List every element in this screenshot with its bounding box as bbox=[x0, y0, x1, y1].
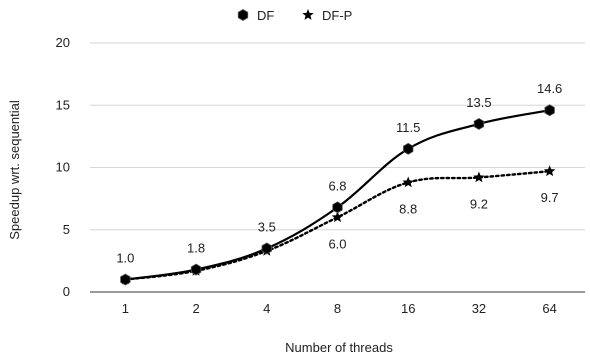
data-point-df bbox=[190, 263, 202, 276]
legend-item-df-p: DF-P bbox=[302, 8, 352, 23]
data-label-df: 14.6 bbox=[537, 81, 562, 96]
x-tick-label: 32 bbox=[472, 301, 486, 316]
x-axis-title: Number of threads bbox=[285, 340, 393, 355]
data-point-df-p bbox=[543, 165, 556, 177]
legend-hexagon-icon bbox=[237, 9, 249, 21]
gridlines bbox=[90, 42, 585, 231]
series-df bbox=[120, 104, 555, 286]
legend-label-df-p: DF-P bbox=[322, 8, 352, 23]
x-tick-label: 1 bbox=[122, 301, 129, 316]
y-tick-label: 5 bbox=[63, 222, 70, 237]
y-tick-label: 10 bbox=[56, 160, 70, 175]
data-label-df: 1.8 bbox=[187, 241, 205, 256]
data-point-df-p bbox=[331, 211, 344, 223]
data-labels: 1.0 1.8 3.5 6.8 11.5 13.5 14.6 6.0 8.8 9.2 9.7 bbox=[116, 81, 562, 265]
data-point-df-p bbox=[473, 171, 485, 183]
data-point-df bbox=[403, 142, 414, 155]
data-label-df-p: 9.7 bbox=[541, 190, 559, 205]
legend-item-df: DF bbox=[237, 8, 274, 23]
data-point-df bbox=[473, 117, 485, 130]
data-label-df: 3.5 bbox=[258, 219, 276, 234]
data-label-df: 6.8 bbox=[328, 178, 346, 193]
y-tick-label: 0 bbox=[63, 284, 70, 299]
x-tick-label: 4 bbox=[263, 301, 270, 316]
y-tick-label: 20 bbox=[56, 35, 70, 50]
legend: DF DF-P bbox=[237, 8, 352, 23]
x-tick-label: 2 bbox=[192, 301, 199, 316]
data-label-df: 1.0 bbox=[116, 251, 134, 266]
y-tick-label: 15 bbox=[56, 97, 70, 112]
legend-star-icon bbox=[302, 9, 314, 20]
legend-label-df: DF bbox=[257, 8, 274, 23]
x-tick-label: 64 bbox=[542, 301, 556, 316]
data-label-df-p: 9.2 bbox=[470, 196, 488, 211]
x-tick-label: 16 bbox=[401, 301, 415, 316]
x-tick-label: 8 bbox=[334, 301, 341, 316]
data-point-df-p bbox=[402, 176, 414, 188]
data-point-df bbox=[261, 242, 272, 255]
y-axis-title: Speedup wrt. sequential bbox=[7, 100, 22, 240]
series bbox=[119, 104, 556, 286]
data-label-df: 11.5 bbox=[396, 120, 420, 135]
data-label-df: 13.5 bbox=[466, 95, 491, 110]
data-point-df bbox=[544, 104, 555, 117]
data-label-df-p: 8.8 bbox=[399, 201, 417, 216]
data-point-df bbox=[120, 273, 131, 286]
data-label-df-p: 6.0 bbox=[328, 236, 346, 251]
data-point-df bbox=[332, 201, 343, 214]
